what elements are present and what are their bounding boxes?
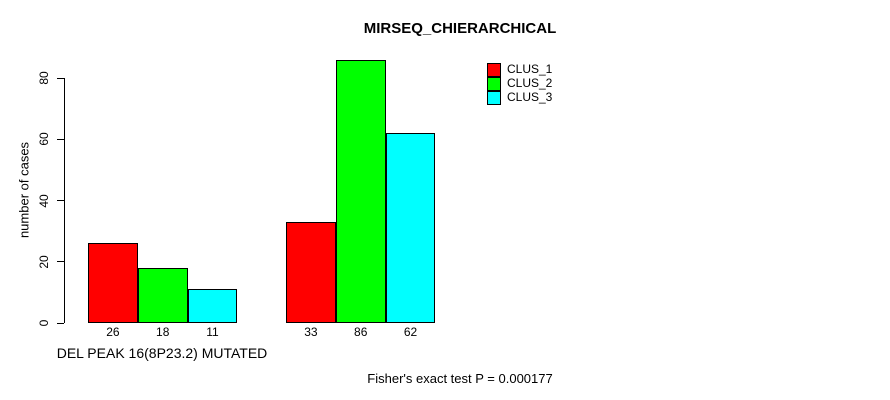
bar-value-label: 11	[206, 325, 219, 339]
bar-value-label: 33	[304, 325, 318, 339]
bar-clus_3-group1	[187, 289, 238, 323]
legend: CLUS_1 CLUS_2 CLUS_3	[487, 62, 553, 105]
bar-value-label: 86	[354, 325, 368, 339]
bar-value-label: 62	[403, 325, 418, 339]
y-axis-tick-label: 20	[37, 255, 51, 269]
legend-label: CLUS_2	[507, 76, 553, 90]
legend-swatch-icon	[487, 76, 501, 91]
y-axis-line	[64, 78, 65, 323]
y-axis-tick-label: 80	[37, 71, 51, 85]
bar-clus_1-group2	[286, 221, 336, 323]
y-axis-tick	[57, 138, 64, 140]
fisher-test-note: Fisher's exact test P = 0.000177	[367, 371, 553, 386]
bar-value-label: 18	[156, 325, 170, 339]
y-axis-tick	[57, 322, 64, 324]
bar-clus_2-group2	[335, 59, 386, 323]
y-axis-tick	[57, 200, 64, 201]
y-axis-title: number of cases	[16, 141, 32, 239]
legend-swatch-icon	[487, 90, 501, 105]
legend-row: CLUS_3	[487, 90, 553, 105]
y-axis-tick-label: 40	[37, 193, 51, 208]
bar-clus_3-group2	[385, 133, 436, 323]
bar-value-label: 26	[106, 325, 120, 339]
y-axis-tick-label: 0	[37, 319, 51, 327]
legend-swatch-icon	[487, 62, 501, 77]
legend-label: CLUS_3	[507, 90, 553, 104]
bar-clus_1-group1	[88, 243, 138, 323]
chart-title: MIRSEQ_CHIERARCHICAL	[363, 20, 557, 37]
bar-clus_2-group1	[137, 267, 188, 323]
x-axis-group-label: DEL PEAK 16(8P23.2) MUTATED	[56, 345, 268, 361]
legend-label: CLUS_1	[507, 62, 553, 76]
y-axis-tick-label: 60	[37, 132, 51, 146]
y-axis-tick	[57, 261, 64, 263]
legend-row: CLUS_2	[487, 76, 553, 91]
y-axis-tick	[57, 77, 64, 79]
legend-row: CLUS_1	[487, 62, 553, 77]
